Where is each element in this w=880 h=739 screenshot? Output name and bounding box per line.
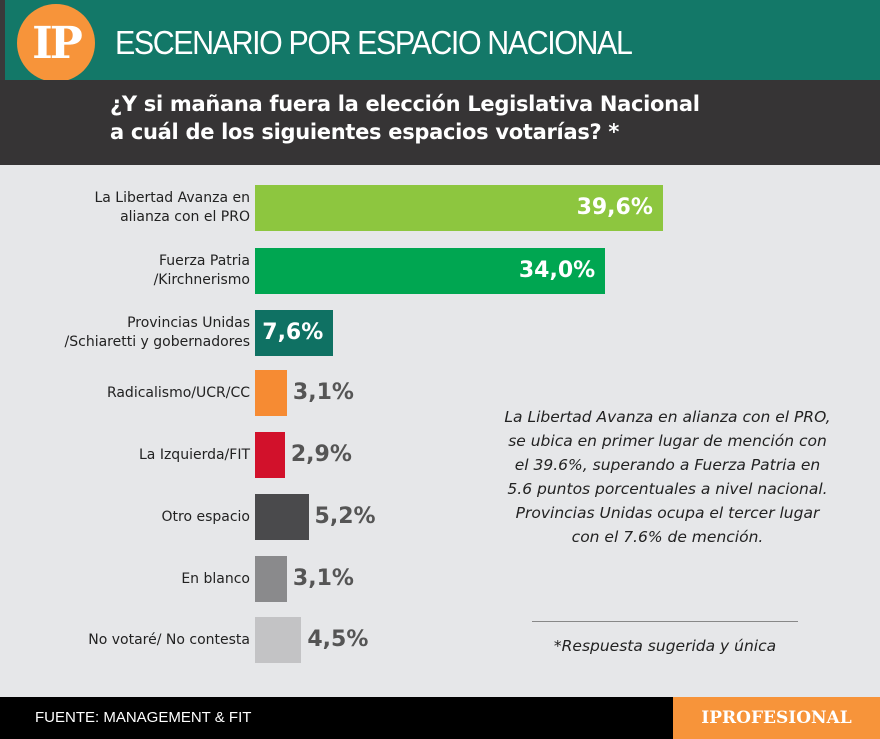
footer: FUENTE: MANAGEMENT & FIT IPROFESIONAL xyxy=(0,697,880,739)
bar-row: En blanco 3,1% xyxy=(0,556,880,602)
category-label: No votaré/ No contesta xyxy=(88,631,250,648)
category-label: La Izquierda/FIT xyxy=(139,446,250,463)
bar xyxy=(255,248,606,294)
data-label: 4,5% xyxy=(307,627,369,652)
category-label: Radicalismo/UCR/CC xyxy=(106,384,250,401)
data-label: 2,9% xyxy=(290,442,352,467)
bar xyxy=(255,556,287,602)
page-title: ESCENARIO POR ESPACIO NACIONAL xyxy=(115,24,633,61)
summary-note: La Libertad Avanza en alianza con el PRO… xyxy=(504,408,831,546)
data-label: 7,6% xyxy=(262,320,324,345)
category-label: Provincias Unidas /Schiaretti y gobernad… xyxy=(64,315,250,350)
bar xyxy=(255,494,309,540)
bar-row: Fuerza Patria /Kirchnerismo 34,0% xyxy=(0,248,880,294)
data-label: 5,2% xyxy=(314,504,376,529)
bar-row: La Izquierda/FIT 2,9% xyxy=(0,432,880,478)
bar xyxy=(255,185,663,231)
bar xyxy=(255,370,287,416)
data-label: 34,0% xyxy=(518,258,596,283)
bar-row: No votaré/ No contesta 4,5% xyxy=(0,617,880,663)
category-label: Otro espacio xyxy=(161,508,251,525)
question: ¿Y si mañana fuera la elección Legislati… xyxy=(0,80,880,165)
question-line-2: a cuál de los siguientes espacios votarí… xyxy=(110,120,620,144)
category-label: Fuerza Patria /Kirchnerismo xyxy=(153,253,250,288)
data-label: 39,6% xyxy=(576,195,653,220)
ip-logo: IP xyxy=(17,4,95,82)
category-label: La Libertad Avanza en alianza con el PRO xyxy=(94,190,250,225)
question-line-1: ¿Y si mañana fuera la elección Legislati… xyxy=(110,92,700,116)
category-label: En blanco xyxy=(181,570,250,587)
data-label: 3,1% xyxy=(292,566,354,591)
bar-row: Radicalismo/UCR/CC 3,1% xyxy=(0,370,880,416)
bar xyxy=(255,617,302,663)
bar-row: Provincias Unidas /Schiaretti y gobernad… xyxy=(0,310,880,356)
footnote: *Respuesta sugerida y única xyxy=(553,637,777,655)
bar xyxy=(255,432,285,478)
divider xyxy=(532,621,798,622)
bar xyxy=(255,310,334,356)
source: FUENTE: MANAGEMENT & FIT xyxy=(35,709,252,726)
bar-row: Otro espacio 5,2% xyxy=(0,494,880,540)
bar-row: La Libertad Avanza en alianza con el PRO… xyxy=(0,185,880,231)
data-label: 3,1% xyxy=(292,380,354,405)
header: IP ESCENARIO POR ESPACIO NACIONAL xyxy=(0,0,880,82)
brand-logo: IPROFESIONAL xyxy=(673,697,880,739)
